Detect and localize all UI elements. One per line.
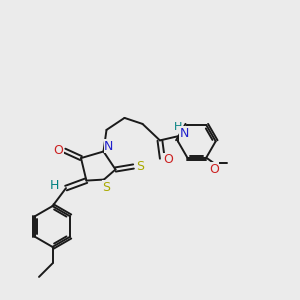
Text: H: H [50,179,59,192]
Text: O: O [54,144,63,157]
Text: S: S [136,160,144,173]
Text: O: O [164,153,173,167]
Text: H: H [174,122,182,133]
Text: S: S [102,181,110,194]
Text: N: N [104,140,114,153]
Text: O: O [209,163,219,176]
Text: N: N [180,127,190,140]
